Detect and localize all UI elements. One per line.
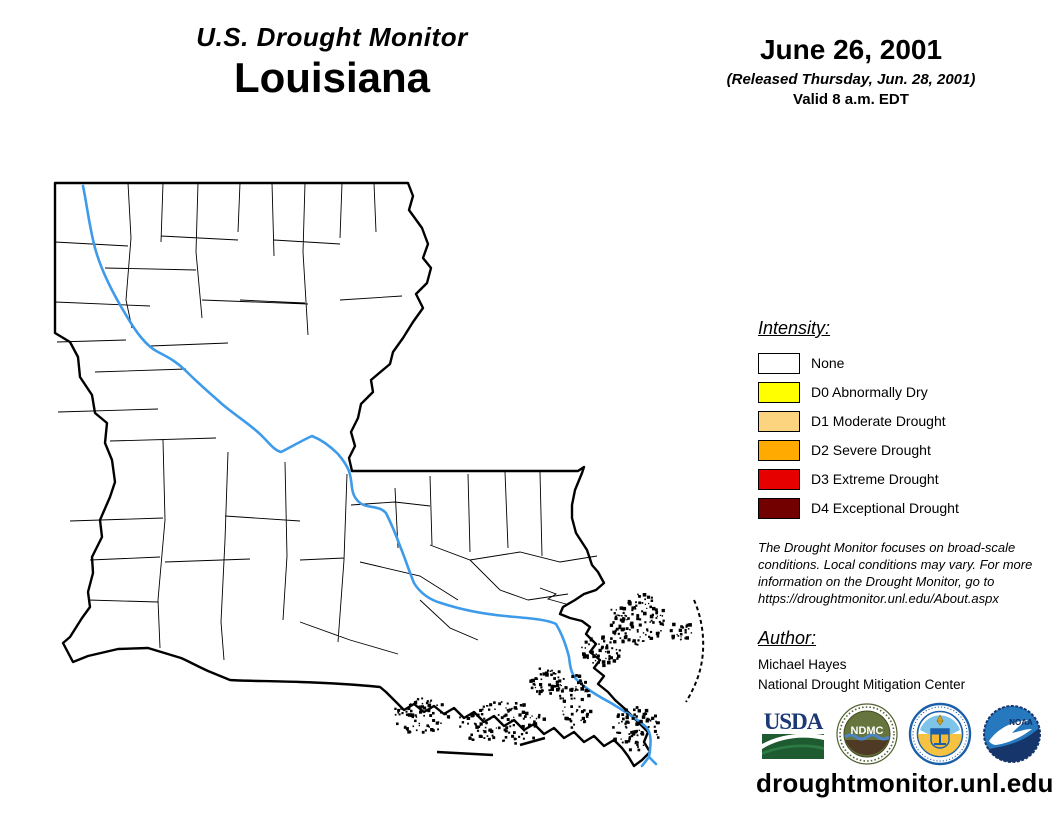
author-block: Michael Hayes National Drought Mitigatio… [758,655,965,695]
disclaimer-url: https://droughtmonitor.unl.edu/About.asp… [758,591,999,606]
mississippi-river [347,469,658,768]
site-url: droughtmonitor.unl.edu [756,768,1054,798]
commerce-seal-logo [908,702,972,766]
legend-item-none: None [758,352,959,374]
author-organization: National Drought Mitigation Center [758,677,966,692]
noaa-logo: NOAA [983,705,1041,763]
legend-item-d4: D4 Exceptional Drought [758,497,959,519]
swatch-d0 [758,381,800,403]
swatch-d2 [758,439,800,461]
legend-item-d0: D0 Abnormally Dry [758,381,959,403]
red-river [81,184,351,473]
date-block: June 26, 2001 (Released Thursday, Jun. 2… [704,34,998,108]
swatch-d3 [758,468,800,490]
swatch-d1 [758,410,800,432]
legend-heading: Intensity: [758,318,831,338]
agency-logo-row: USDA NDMC NOAA [760,702,1042,766]
valid-time: Valid 8 a.m. EDT [793,91,909,108]
svg-text:NOAA: NOAA [1009,718,1033,727]
swatch-none [758,352,800,374]
region-title: Louisiana [233,54,431,101]
barrier-islands [685,599,705,703]
author-heading: Author: [758,628,817,648]
coastal-island-strips [436,736,546,757]
disclaimer-text: The Drought Monitor focuses on broad-sca… [758,539,1040,607]
legend-list: None D0 Abnormally Dry D1 Moderate Droug… [758,352,959,526]
legend-item-d3: D3 Extreme Drought [758,468,959,490]
svg-text:USDA: USDA [764,709,824,734]
release-date: (Released Thursday, Jun. 28, 2001) [726,71,976,88]
author-name: Michael Hayes [758,657,847,672]
title-block: U.S. Drought Monitor Louisiana [140,22,524,100]
map-date: June 26, 2001 [759,34,943,65]
delta-marshland [394,593,693,752]
legend-item-d1: D1 Moderate Drought [758,410,959,432]
page-title: U.S. Drought Monitor [196,22,468,52]
ndmc-logo: NDMC [836,703,898,765]
state-outline [53,181,652,768]
swatch-d4 [758,497,800,519]
parish-boundaries [54,182,598,661]
legend-item-d2: D2 Severe Drought [758,439,959,461]
usda-logo: USDA [760,707,826,761]
svg-text:NDMC: NDMC [851,725,884,737]
